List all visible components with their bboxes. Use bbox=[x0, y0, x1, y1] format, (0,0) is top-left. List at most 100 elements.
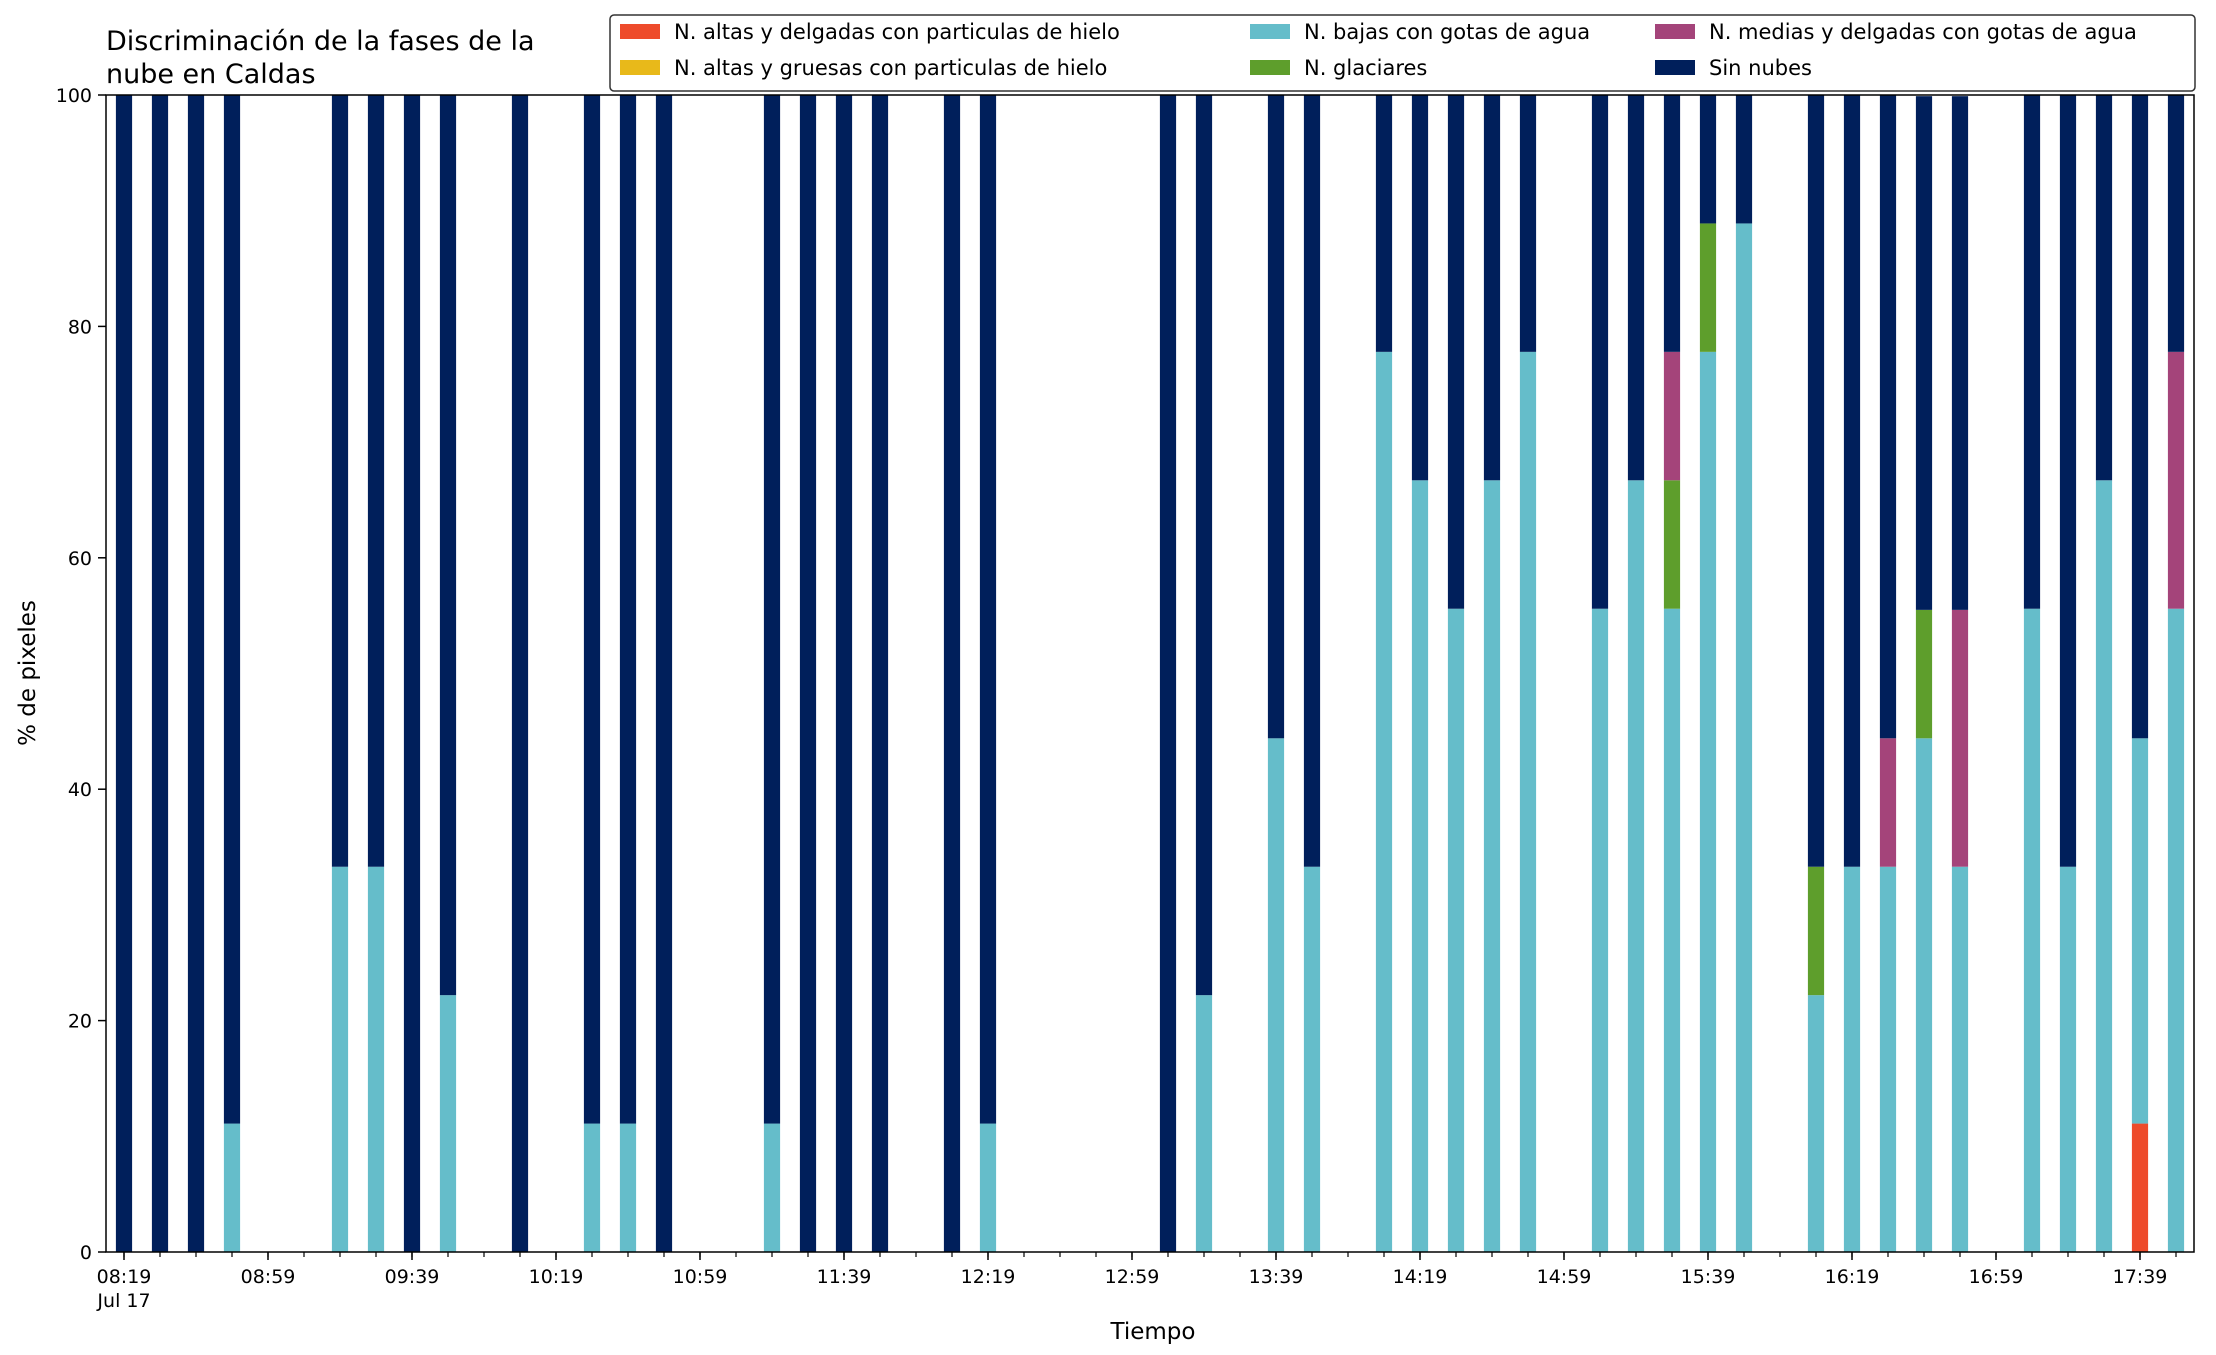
bar-segment-n-bajas-con-gotas-de-agua bbox=[331, 866, 349, 1252]
legend-swatch-n-glaciares bbox=[1250, 60, 1290, 75]
legend-label-n-glaciares: N. glaciares bbox=[1304, 56, 1427, 80]
bar-segment-sin-nubes bbox=[655, 95, 673, 1252]
bar-segment-n-bajas-con-gotas-de-agua bbox=[1411, 480, 1429, 1252]
bars-layer bbox=[115, 95, 2185, 1253]
bar-segment-n-bajas-con-gotas-de-agua bbox=[1483, 480, 1501, 1252]
bar-segment-sin-nubes bbox=[2131, 95, 2149, 739]
bar-segment-sin-nubes bbox=[2059, 95, 2077, 867]
bar-segment-n-bajas-con-gotas-de-agua bbox=[1627, 480, 1645, 1252]
bar-segment-sin-nubes bbox=[2023, 95, 2041, 609]
bar-segment-n-bajas-con-gotas-de-agua bbox=[1519, 351, 1537, 1253]
bar-segment-sin-nubes bbox=[871, 95, 889, 1252]
legend: N. altas y delgadas con particulas de hi… bbox=[609, 14, 2196, 92]
bar-segment-n-bajas-con-gotas-de-agua bbox=[1951, 866, 1969, 1252]
x-tick-label: 08:59 bbox=[241, 1266, 296, 1288]
bar-segment-n-medias-y-delgadas-con-gotas-de-agua bbox=[1663, 351, 1681, 481]
legend-label-n-altas-y-delgadas-con-particulas-de-hielo: N. altas y delgadas con particulas de hi… bbox=[674, 20, 1120, 44]
bar-segment-n-bajas-con-gotas-de-agua bbox=[1663, 608, 1681, 1252]
bar-segment-sin-nubes bbox=[1159, 95, 1177, 1252]
bar-segment-n-medias-y-delgadas-con-gotas-de-agua bbox=[1951, 609, 1969, 867]
bar-segment-sin-nubes bbox=[1375, 95, 1393, 352]
bar-segment-n-bajas-con-gotas-de-agua bbox=[367, 866, 385, 1252]
chart-title-line-1: Discriminación de la fases de la bbox=[106, 26, 535, 57]
x-tick-label: 12:59 bbox=[1105, 1266, 1160, 1288]
bar-segment-n-glaciares bbox=[1663, 480, 1681, 609]
bar-segment-n-bajas-con-gotas-de-agua bbox=[1591, 608, 1609, 1252]
bar-segment-sin-nubes bbox=[1627, 95, 1645, 481]
bar-segment-n-bajas-con-gotas-de-agua bbox=[1735, 223, 1753, 1253]
legend-label-n-medias-y-delgadas-con-gotas-de-agua: N. medias y delgadas con gotas de agua bbox=[1709, 20, 2137, 44]
bar-segment-n-bajas-con-gotas-de-agua bbox=[1303, 866, 1321, 1252]
bar-segment-sin-nubes bbox=[1915, 96, 1933, 610]
bar-segment-sin-nubes bbox=[1591, 95, 1609, 609]
bar-segment-n-medias-y-delgadas-con-gotas-de-agua bbox=[1879, 738, 1897, 867]
bar-segment-sin-nubes bbox=[763, 95, 781, 1124]
bar-segment-n-glaciares bbox=[1699, 223, 1717, 352]
y-tick-label: 80 bbox=[68, 316, 92, 338]
bar-segment-n-bajas-con-gotas-de-agua bbox=[619, 1123, 637, 1252]
bar-segment-sin-nubes bbox=[943, 95, 961, 1252]
bar-segment-sin-nubes bbox=[1699, 95, 1717, 224]
bar-segment-n-bajas-con-gotas-de-agua bbox=[1195, 995, 1213, 1252]
chart-title: Discriminación de la fases de la nube en… bbox=[106, 26, 535, 90]
legend-swatch-n-bajas-con-gotas-de-agua bbox=[1250, 24, 1290, 39]
bar-segment-n-bajas-con-gotas-de-agua bbox=[2131, 738, 2149, 1124]
y-axis: 0 20 40 60 80 100 bbox=[56, 85, 106, 1264]
bar-segment-n-bajas-con-gotas-de-agua bbox=[583, 1123, 601, 1252]
x-tick-label: 15:39 bbox=[1681, 1266, 1736, 1288]
bar-segment-sin-nubes bbox=[619, 95, 637, 1124]
y-tick-label: 20 bbox=[68, 1011, 92, 1033]
bar-segment-sin-nubes bbox=[2167, 95, 2185, 352]
x-tick-label: 17:39 bbox=[2113, 1266, 2168, 1288]
x-tick-label: 10:59 bbox=[673, 1266, 728, 1288]
bar-segment-sin-nubes bbox=[1843, 95, 1861, 867]
bar-segment-n-bajas-con-gotas-de-agua bbox=[1879, 866, 1897, 1252]
x-tick-label: 08:19 bbox=[97, 1266, 152, 1288]
bar-segment-sin-nubes bbox=[187, 95, 205, 1252]
legend-swatch-sin-nubes bbox=[1655, 60, 1695, 75]
bar-segment-sin-nubes bbox=[1519, 95, 1537, 352]
bar-segment-n-bajas-con-gotas-de-agua bbox=[1267, 738, 1285, 1252]
bar-segment-n-glaciares bbox=[1915, 609, 1933, 739]
bar-segment-n-bajas-con-gotas-de-agua bbox=[1915, 738, 1933, 1252]
x-tick-label: 16:19 bbox=[1825, 1266, 1880, 1288]
bar-segment-n-bajas-con-gotas-de-agua bbox=[439, 995, 457, 1252]
bar-segment-n-medias-y-delgadas-con-gotas-de-agua bbox=[2167, 351, 2185, 609]
bar-segment-sin-nubes bbox=[583, 95, 601, 1124]
bar-segment-sin-nubes bbox=[1195, 95, 1213, 996]
bar-segment-sin-nubes bbox=[1447, 95, 1465, 609]
bar-segment-sin-nubes bbox=[1483, 95, 1501, 481]
y-tick-label: 40 bbox=[68, 779, 92, 801]
bar-segment-sin-nubes bbox=[1807, 95, 1825, 867]
x-date-label: Jul 17 bbox=[96, 1290, 150, 1312]
x-tick-label: 11:39 bbox=[817, 1266, 872, 1288]
bar-segment-sin-nubes bbox=[1411, 95, 1429, 481]
bar-segment-n-bajas-con-gotas-de-agua bbox=[1843, 866, 1861, 1252]
bar-segment-sin-nubes bbox=[115, 95, 133, 1252]
y-tick-label: 60 bbox=[68, 548, 92, 570]
bar-segment-n-bajas-con-gotas-de-agua bbox=[2023, 608, 2041, 1252]
legend-swatch-n-altas-y-gruesas-con-particulas-de-hielo bbox=[620, 60, 660, 75]
plot-area-frame bbox=[105, 94, 2195, 1253]
bar-segment-sin-nubes bbox=[1663, 95, 1681, 352]
bar-segment-n-bajas-con-gotas-de-agua bbox=[2059, 866, 2077, 1252]
bar-segment-n-bajas-con-gotas-de-agua bbox=[2167, 608, 2185, 1252]
bar-segment-n-bajas-con-gotas-de-agua bbox=[1807, 995, 1825, 1252]
bar-segment-n-bajas-con-gotas-de-agua bbox=[1375, 351, 1393, 1253]
x-tick-label: 13:39 bbox=[1249, 1266, 1304, 1288]
x-tick-label: 09:39 bbox=[385, 1266, 440, 1288]
bar-segment-sin-nubes bbox=[1303, 95, 1321, 867]
x-tick-label: 16:59 bbox=[1969, 1266, 2024, 1288]
bar-segment-sin-nubes bbox=[2095, 95, 2113, 481]
y-tick-label: 0 bbox=[80, 1242, 92, 1264]
bar-segment-sin-nubes bbox=[331, 95, 349, 867]
bar-segment-sin-nubes bbox=[403, 95, 421, 1252]
legend-swatch-n-altas-y-delgadas-con-particulas-de-hielo bbox=[620, 24, 660, 39]
chart-title-line-2: nube en Caldas bbox=[106, 59, 316, 90]
bar-segment-n-bajas-con-gotas-de-agua bbox=[979, 1123, 997, 1252]
x-axis-label: Tiempo bbox=[1110, 1319, 1196, 1345]
bar-segment-sin-nubes bbox=[1879, 95, 1897, 739]
bar-segment-sin-nubes bbox=[1951, 96, 1969, 610]
bar-segment-n-bajas-con-gotas-de-agua bbox=[763, 1123, 781, 1252]
